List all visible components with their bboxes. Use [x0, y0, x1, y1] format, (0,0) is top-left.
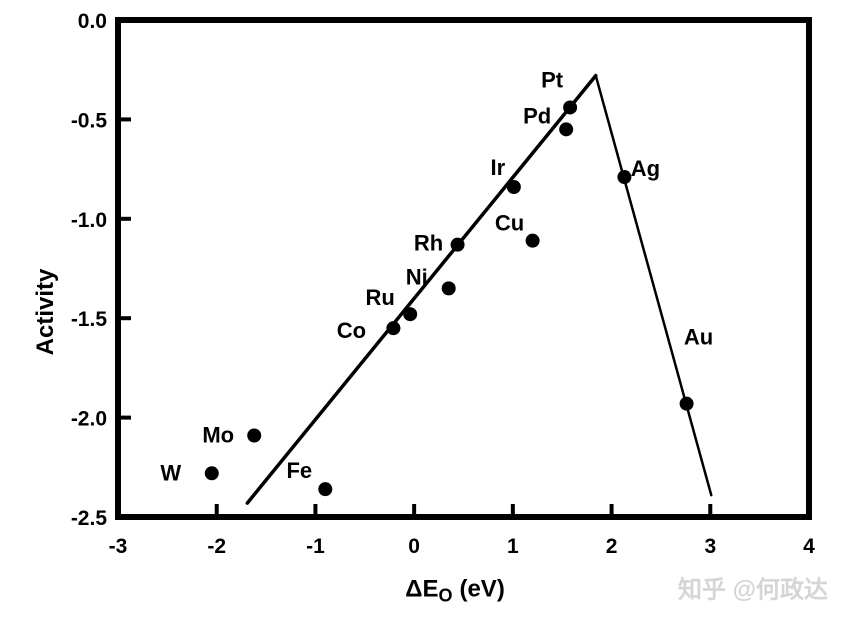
point-label-ni: Ni [406, 264, 428, 289]
y-tick-label: -2.0 [71, 408, 107, 431]
point-label-au: Au [684, 325, 713, 350]
data-point-pd [559, 122, 574, 137]
watermark-text: 知乎 @何政达 [677, 576, 829, 604]
x-tick-label: -3 [109, 535, 128, 558]
y-tick-label: -1.5 [71, 308, 108, 331]
point-label-pd: Pd [523, 103, 551, 128]
data-point-au [679, 396, 694, 411]
x-tick-label: 2 [606, 535, 618, 558]
data-point-rh [450, 237, 465, 252]
point-label-mo: Mo [202, 422, 234, 447]
data-point-co [386, 321, 401, 336]
volcano-line-left [245, 73, 598, 505]
data-point-pt [563, 100, 578, 115]
x-axis-title-subscript: O [438, 585, 453, 606]
axes-frame [115, 17, 812, 520]
point-label-cu: Cu [495, 211, 524, 236]
point-label-ru: Ru [366, 285, 395, 310]
point-label-w: W [160, 460, 181, 485]
point-label-co: Co [337, 318, 366, 343]
data-point-ir [506, 179, 521, 194]
data-point-ni [441, 281, 456, 296]
y-tick-label: -2.5 [71, 507, 108, 530]
point-label-ir: Ir [491, 155, 506, 180]
data-point-ag [617, 170, 632, 185]
data-point-mo [247, 428, 262, 443]
point-label-ag: Ag [631, 156, 660, 181]
y-axis-title: Activity [32, 268, 59, 356]
x-tick-label: 1 [507, 535, 519, 558]
y-tick-label: -1.0 [71, 209, 107, 232]
data-point-w [204, 466, 219, 481]
x-tick-label: 4 [803, 535, 815, 558]
x-tick-label: -1 [306, 535, 325, 558]
x-axis-title-unit: (eV) [459, 575, 505, 603]
data-point-fe [318, 482, 333, 497]
point-label-fe: Fe [286, 458, 312, 483]
x-tick-label: -2 [207, 535, 226, 558]
data-point-ru [403, 307, 418, 322]
volcano-line-right [594, 74, 713, 497]
point-label-pt: Pt [541, 67, 564, 92]
point-label-rh: Rh [414, 231, 443, 256]
x-tick-label: 3 [704, 535, 716, 558]
y-tick-label: -0.5 [71, 109, 108, 132]
data-point-cu [525, 233, 540, 248]
x-axis-title: ΔEO (eV) [405, 576, 505, 607]
x-tick-label: 0 [408, 535, 420, 558]
y-tick-label: 0.0 [78, 10, 107, 33]
x-axis-title-main: ΔE [405, 575, 439, 603]
